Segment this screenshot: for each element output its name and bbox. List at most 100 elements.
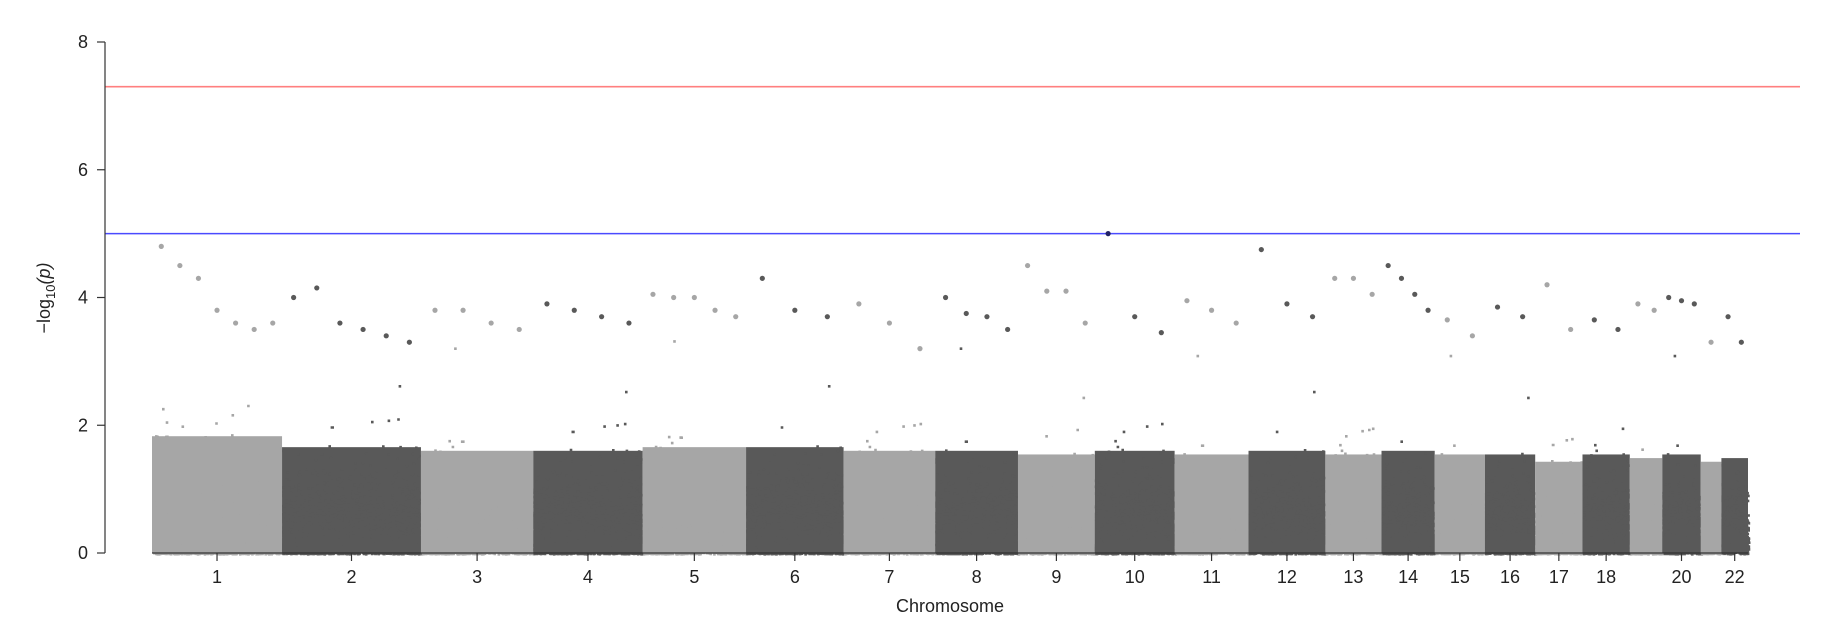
chromosome-17-scatter (1535, 437, 1586, 556)
x-tick-label: 1 (212, 567, 222, 587)
x-tick-label: 17 (1549, 567, 1569, 587)
top-snp-point (599, 314, 605, 320)
x-tick-label: 2 (346, 567, 356, 587)
x-tick-label: 18 (1596, 567, 1616, 587)
top-snp-point (1184, 298, 1190, 304)
chromosome-18-points (1582, 317, 1633, 556)
top-snp-point (1398, 275, 1405, 281)
x-tick-label: 13 (1343, 567, 1363, 587)
x-axis-title: Chromosome (896, 596, 1004, 616)
top-snp-point (1412, 291, 1418, 297)
chromosome-10-points (1094, 231, 1178, 556)
top-snp-point (1444, 317, 1450, 323)
top-snp-point (1568, 326, 1574, 333)
y-tick-label: 8 (78, 32, 88, 52)
top-snp-point (1158, 330, 1164, 336)
top-snp-point (792, 307, 798, 313)
x-ticks: 1 2 3 4 5 6 7 8 9 10 11 12 13 14 15 16 17 18 20 22 (212, 553, 1745, 587)
chromosome-12-scatter (1248, 390, 1328, 556)
x-tick-label: 11 (1202, 567, 1221, 587)
top-snp-point (942, 294, 949, 301)
top-snp-point (1024, 262, 1031, 269)
top-snp-point (1233, 320, 1239, 326)
chromosome-9-points (1017, 262, 1098, 556)
top-snp-point (1132, 314, 1138, 320)
chromosome-2-scatter (282, 385, 424, 556)
x-tick-label: 7 (884, 567, 894, 587)
chromosome-1-scatter (152, 404, 285, 556)
top-snp-point (1615, 326, 1621, 333)
x-tick-label: 3 (472, 567, 482, 587)
top-snp-point (1369, 291, 1375, 297)
top-snp-point (544, 301, 550, 307)
top-snp-point (626, 320, 632, 326)
x-tick-label: 15 (1450, 567, 1470, 587)
top-snp-point (233, 320, 239, 326)
top-snp-point (1635, 301, 1641, 307)
y-axis-title-tail: (p) (34, 262, 54, 284)
chromosome-18-scatter (1582, 427, 1633, 556)
x-tick-label: 6 (790, 567, 800, 587)
top-snp-point (251, 326, 257, 333)
x-tick-label: 4 (583, 567, 593, 587)
top-snp-point (1691, 301, 1697, 307)
y-axis-title-subscript: 10 (43, 284, 58, 298)
chromosome-20-scatter (1662, 354, 1704, 556)
chromosome-4-scatter (533, 390, 646, 556)
chromosome-8-points (935, 294, 1021, 556)
x-tick-label: 22 (1725, 567, 1745, 587)
top-snp-point (158, 243, 164, 249)
chromosome-14-points (1381, 262, 1438, 556)
x-tick-label: 10 (1125, 567, 1145, 587)
x-tick-label: 8 (972, 567, 982, 587)
top-snp-point (1385, 262, 1391, 269)
top-snp-point (1544, 282, 1550, 288)
chromosome-15-scatter (1434, 354, 1488, 556)
chromosome-22-scatter (1721, 470, 1751, 556)
y-tick-label: 0 (78, 543, 88, 563)
chromosome-6-scatter (746, 385, 847, 556)
top-snp-point (1591, 317, 1597, 323)
chromosome-21-scatter (1700, 464, 1724, 556)
top-snp-point (1332, 275, 1338, 281)
top-snp-point (963, 310, 969, 317)
top-snp-point (1350, 275, 1357, 281)
top-snp-point (1725, 314, 1731, 320)
top-snp-point (1666, 294, 1672, 301)
top-snp-point (733, 314, 739, 320)
top-snp-point (270, 320, 276, 326)
chromosome-16-points (1484, 304, 1538, 556)
x-tick-label: 12 (1277, 567, 1297, 587)
y-ticks: 0 2 4 6 8 (78, 32, 105, 563)
top-snp-point (337, 320, 343, 326)
top-snp-point (1738, 339, 1744, 345)
chromosome-14-scatter (1381, 440, 1438, 556)
top-snp-point (195, 275, 202, 281)
top-snp-point (712, 307, 718, 313)
chromosome-20-points (1662, 294, 1704, 556)
top-snp-point (360, 326, 366, 333)
top-snp-point (917, 346, 923, 352)
chromosome-7-scatter (843, 422, 938, 556)
chromosome-13-scatter (1325, 427, 1384, 556)
chromosome-19-scatter (1629, 448, 1665, 556)
chromosome-13-points (1325, 275, 1384, 556)
top-snp-point (1063, 288, 1069, 294)
y-axis-title: −log10(p) (34, 262, 58, 333)
snp-points (152, 231, 1751, 556)
chromosome-2-points (282, 285, 424, 556)
top-snp-point (177, 262, 183, 269)
chromosome-4-points (533, 301, 646, 556)
top-snp-point (291, 294, 297, 301)
top-snp-point (1284, 301, 1290, 307)
top-snp-point (214, 307, 220, 313)
x-tick-label: 20 (1671, 567, 1691, 587)
y-tick-label: 4 (78, 288, 88, 308)
chromosome-10-scatter (1094, 422, 1178, 556)
top-snp-point (460, 307, 466, 313)
top-snp-point (1494, 304, 1501, 310)
top-snp-point (1425, 307, 1431, 313)
chromosome-12-points (1248, 246, 1328, 556)
chromosome-3-scatter (421, 347, 536, 556)
